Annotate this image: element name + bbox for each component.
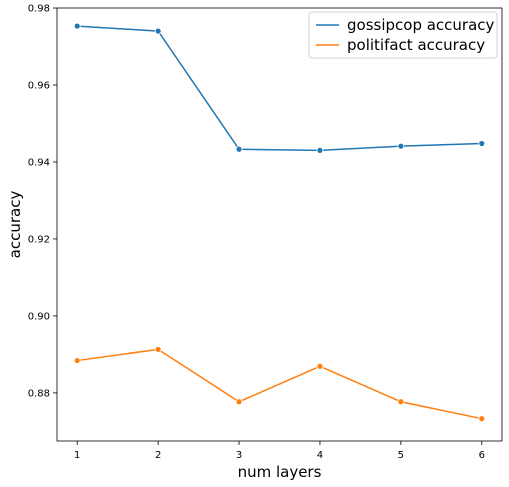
y-tick-label: 0.94 (28, 157, 50, 168)
data-point (397, 142, 405, 150)
data-point (73, 22, 81, 30)
x-tick-label: 4 (317, 450, 323, 461)
data-point (316, 362, 324, 370)
legend: gossipcop accuracy politifact accuracy (308, 11, 498, 59)
data-point (235, 145, 243, 153)
data-point (316, 147, 324, 154)
y-axis-ticks: 0.88 0.90 0.92 0.94 0.96 0.98 (28, 4, 57, 399)
legend-label: politifact accuracy (347, 36, 485, 54)
series-layer (73, 22, 486, 423)
data-point (154, 27, 162, 35)
plot-frame (56, 7, 503, 442)
series-line-2 (77, 348, 482, 420)
data-point (397, 398, 405, 406)
data-point (478, 140, 486, 147)
plot-area (56, 7, 503, 442)
data-point (478, 415, 486, 423)
legend-label: gossipcop accuracy (347, 16, 495, 34)
x-tick-label: 5 (398, 450, 404, 461)
x-tick-label: 2 (155, 450, 161, 461)
data-point (154, 345, 162, 353)
y-tick-label: 0.98 (28, 4, 50, 15)
y-axis-title: accuracy (6, 191, 24, 259)
y-tick-label: 0.96 (28, 80, 50, 91)
x-tick-label: 6 (479, 450, 485, 461)
data-point (235, 398, 243, 406)
y-tick-label: 0.90 (28, 311, 50, 322)
data-point (73, 357, 81, 364)
x-tick-label: 1 (74, 450, 80, 461)
y-tick-label: 0.88 (28, 388, 50, 399)
y-tick-label: 0.92 (28, 234, 50, 245)
x-tick-label: 3 (236, 450, 242, 461)
legend-box (308, 11, 498, 59)
series-line-1 (77, 25, 482, 152)
x-axis-ticks: 1 2 3 4 5 6 (74, 441, 485, 461)
x-axis-title: num layers (238, 463, 322, 481)
